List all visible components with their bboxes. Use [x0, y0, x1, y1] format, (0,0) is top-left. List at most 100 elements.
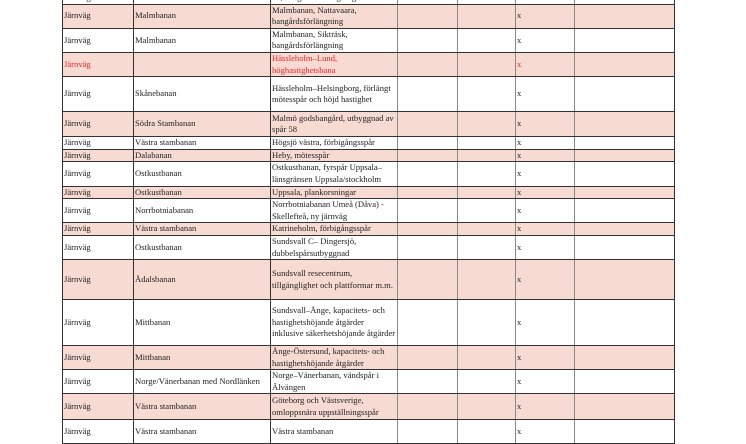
- table-row: Järnväg Västra stambanan Katrineholm, förb…: [62, 222, 675, 236]
- line-cell: Mittbanan: [133, 299, 271, 347]
- description-cell: Katrineholm, förbigångsspår: [270, 222, 398, 236]
- line-cell: Malmbanan: [133, 27, 271, 53]
- empty-cell: [574, 222, 675, 236]
- table-row: Järnväg Södra Stambanan Malmö godsbangård,…: [62, 111, 675, 138]
- empty-cell: [574, 234, 675, 261]
- empty-cell: [574, 299, 675, 347]
- mark-cell: x: [515, 185, 575, 200]
- table-row: Järnväg Ostkustbanan Sundsvall C– Dingersj…: [62, 234, 675, 261]
- table-row: Järnväg Mittbanan Ånge-Östersund, kapacite…: [62, 345, 675, 371]
- table-row: Järnväg Ostkustbanan Ostkustbanan, fyrspår…: [62, 161, 675, 187]
- type-cell: Järnväg: [62, 76, 134, 113]
- mark-cell: x: [515, 345, 575, 371]
- empty-cell: [574, 259, 675, 301]
- empty-cell: [574, 369, 675, 395]
- empty-cell: [457, 222, 516, 236]
- table-row: Järnväg Mittbanan Sundsvall–Ånge, kapacite…: [62, 299, 675, 347]
- empty-cell: [397, 148, 458, 163]
- mark-cell: x: [515, 3, 575, 29]
- empty-cell: [397, 136, 458, 150]
- type-cell: Järnväg: [62, 393, 134, 421]
- empty-cell: [574, 198, 675, 224]
- table-row: Järnväg Dalabanan Heby, mötesspår x: [62, 148, 675, 163]
- empty-cell: [457, 161, 516, 187]
- description-cell: Ånge-Östersund, kapacitets- och hastighe…: [270, 345, 398, 371]
- type-cell: Järnväg: [62, 222, 134, 236]
- empty-cell: [574, 51, 675, 78]
- type-cell: Järnväg: [62, 51, 134, 78]
- empty-cell: [457, 234, 516, 261]
- type-cell: Järnväg: [62, 198, 134, 224]
- line-cell: Malmbanan: [133, 3, 271, 29]
- empty-cell: [457, 198, 516, 224]
- mark-cell: x: [515, 51, 575, 78]
- table-row: Järnväg Skånebanan Hässleholm–Helsingborg,…: [62, 76, 675, 113]
- mark-cell: x: [515, 419, 575, 444]
- empty-cell: [457, 345, 516, 371]
- empty-cell: [457, 299, 516, 347]
- mark-cell: x: [515, 76, 575, 113]
- type-cell: Järnväg: [62, 259, 134, 301]
- line-cell: Dalabanan: [133, 148, 271, 163]
- line-cell: Skånebanan: [133, 76, 271, 113]
- line-cell: Ostkustbanan: [133, 161, 271, 187]
- empty-cell: [457, 148, 516, 163]
- type-cell: Järnväg: [62, 299, 134, 347]
- table-row: Järnväg Ostkustbanan Uppsala, plankorsning…: [62, 185, 675, 200]
- empty-cell: [397, 27, 458, 53]
- type-cell: Järnväg: [62, 148, 134, 163]
- type-cell: Järnväg: [62, 136, 134, 150]
- mark-cell: x: [515, 369, 575, 395]
- line-cell: Västra stambanan: [133, 222, 271, 236]
- empty-cell: [574, 419, 675, 444]
- mark-cell: x: [515, 198, 575, 224]
- mark-cell: x: [515, 161, 575, 187]
- empty-cell: [397, 185, 458, 200]
- empty-cell: [397, 393, 458, 421]
- description-cell: Högsjö västra, förbigångsspår: [270, 136, 398, 150]
- empty-cell: [457, 3, 516, 29]
- line-cell: Ostkustbanan: [133, 234, 271, 261]
- line-cell: [133, 51, 271, 78]
- mark-cell: x: [515, 222, 575, 236]
- type-cell: Järnväg: [62, 161, 134, 187]
- empty-cell: [457, 259, 516, 301]
- type-cell: Järnväg: [62, 345, 134, 371]
- table-row: Järnväg Västra stambanan Västra stambanan x: [62, 419, 675, 444]
- table-row: Järnväg Västra stambanan Högsjö västra, fö…: [62, 136, 675, 150]
- empty-cell: [397, 198, 458, 224]
- empty-cell: [457, 393, 516, 421]
- description-cell: Malmbanan, Sikträsk, bangårdsförlängning: [270, 27, 398, 53]
- line-cell: Ostkustbanan: [133, 185, 271, 200]
- empty-cell: [397, 369, 458, 395]
- line-cell: Mittbanan: [133, 345, 271, 371]
- empty-cell: [574, 345, 675, 371]
- table-row: Järnväg Hässleholm–Lund, höghastighetsban…: [62, 51, 675, 78]
- empty-cell: [457, 419, 516, 444]
- empty-cell: [397, 3, 458, 29]
- empty-cell: [457, 369, 516, 395]
- mark-cell: x: [515, 111, 575, 138]
- table-row: Järnväg Malmbanan Malmbanan, Nattavaara, b…: [62, 3, 675, 29]
- mark-cell: x: [515, 148, 575, 163]
- type-cell: Järnväg: [62, 111, 134, 138]
- table-row: Järnväg Norrbotniabanan Norrbotniabanan Um…: [62, 198, 675, 224]
- line-cell: Västra stambanan: [133, 419, 271, 444]
- empty-cell: [574, 148, 675, 163]
- mark-cell: x: [515, 299, 575, 347]
- table-row: Järnväg Norge/Vänerbanan med Nordlänken No…: [62, 369, 675, 395]
- empty-cell: [457, 136, 516, 150]
- empty-cell: [574, 76, 675, 113]
- empty-cell: [397, 222, 458, 236]
- empty-cell: [574, 3, 675, 29]
- table-row: Järnväg Västra stambanan Göteborg och Väst…: [62, 393, 675, 421]
- line-cell: Ådalsbanan: [133, 259, 271, 301]
- description-cell: Hässleholm–Lund, höghastighetsbana: [270, 51, 398, 78]
- type-cell: Järnväg: [62, 27, 134, 53]
- empty-cell: [457, 76, 516, 113]
- type-cell: Järnväg: [62, 234, 134, 261]
- empty-cell: [397, 234, 458, 261]
- empty-cell: [457, 51, 516, 78]
- empty-cell: [574, 185, 675, 200]
- empty-cell: [574, 27, 675, 53]
